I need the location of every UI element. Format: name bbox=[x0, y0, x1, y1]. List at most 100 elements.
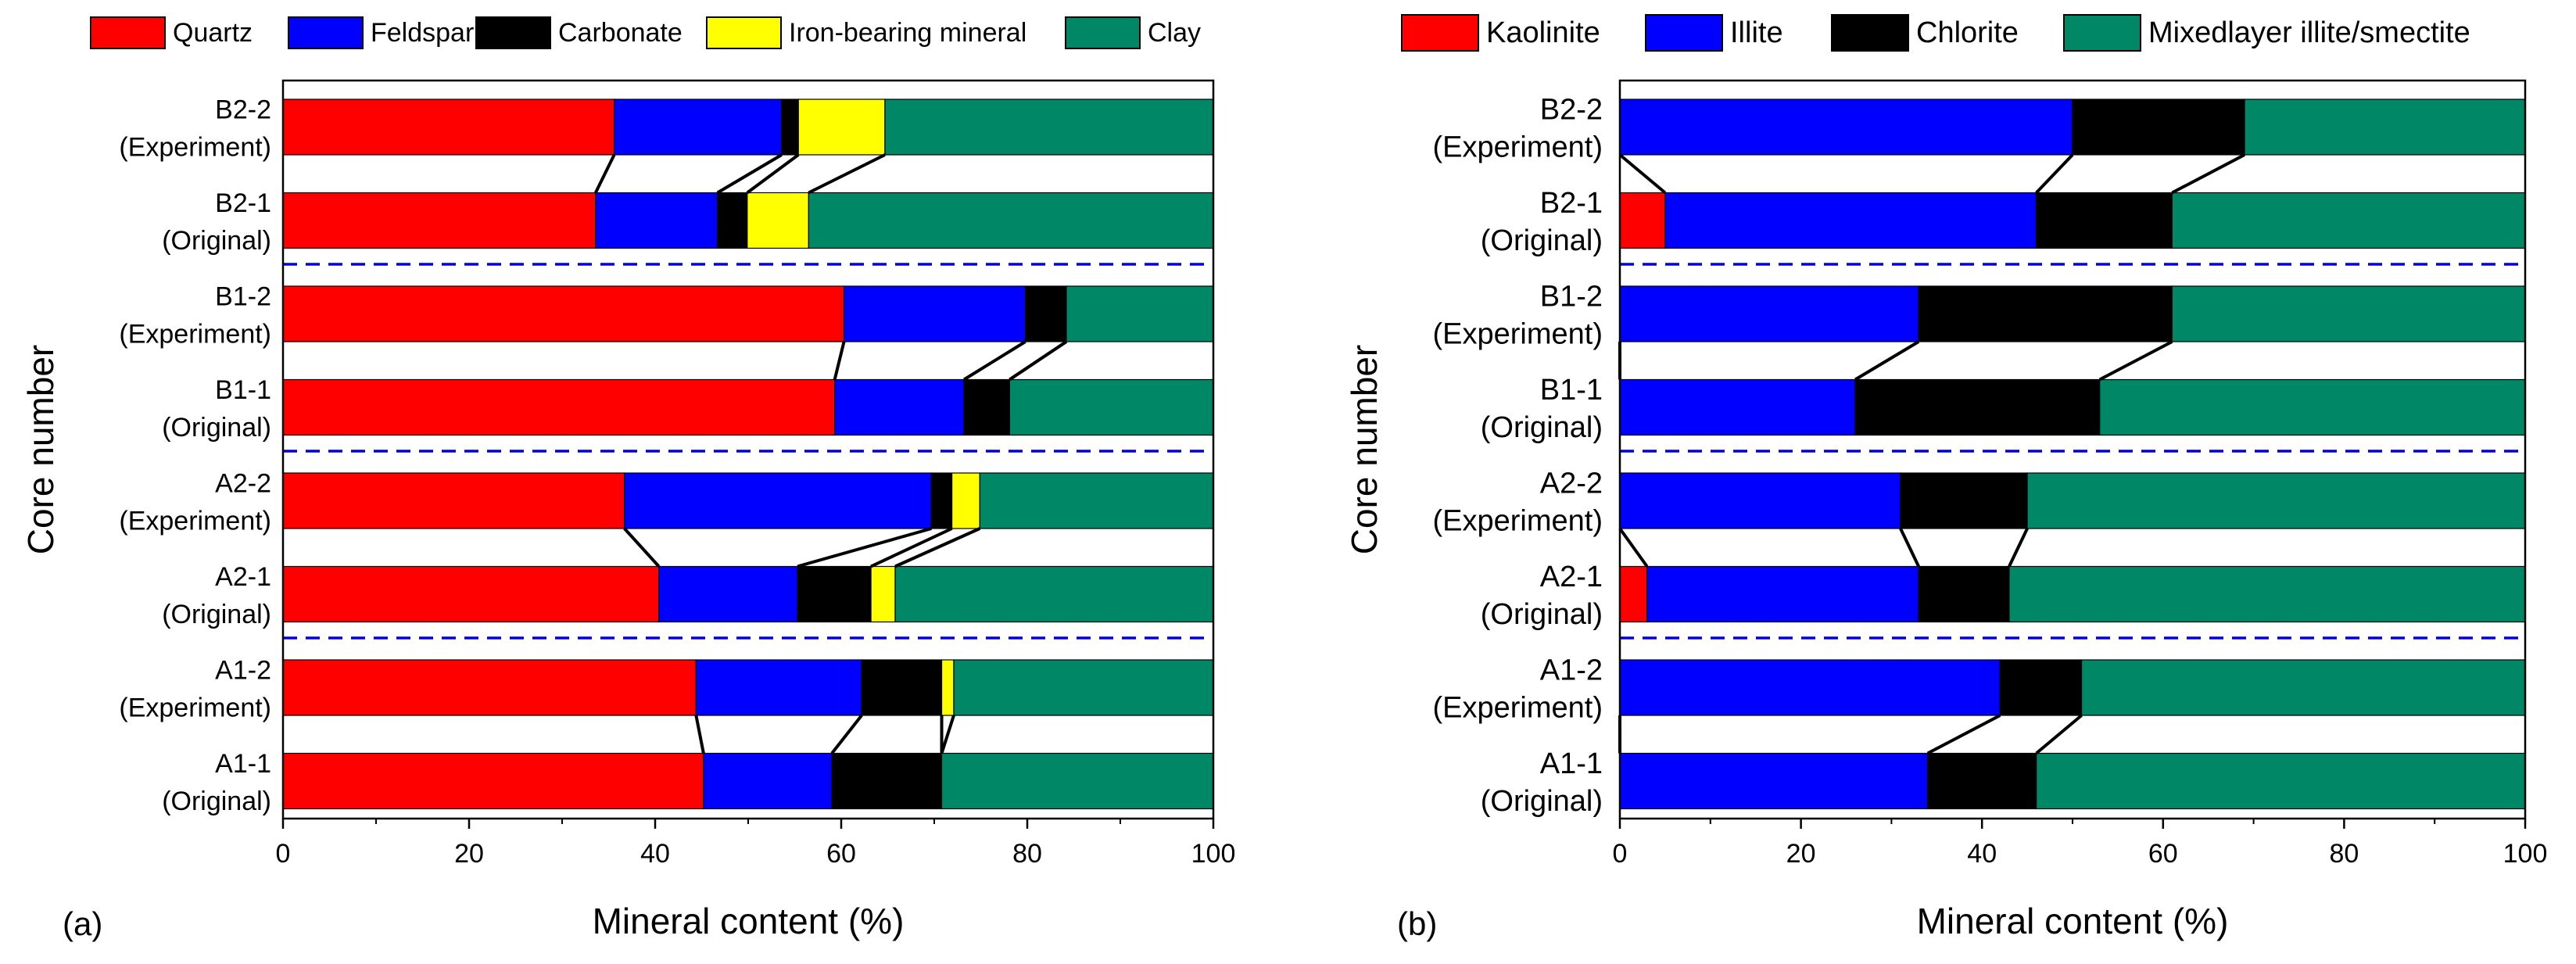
b-y-axis-title: Core number bbox=[1344, 345, 1385, 554]
a-x-tick-label-4: 60 bbox=[826, 839, 856, 869]
a-legend-label-1: Quartz bbox=[173, 18, 253, 48]
a-bar-1-1 bbox=[282, 99, 615, 156]
a-legend: Quartz Feldspar Carbonate Iron-bearing mine… bbox=[90, 16, 1201, 49]
b-y-label-name-2: B2-1 bbox=[1540, 187, 1603, 220]
b-legend-label-1: Kaolinite bbox=[1486, 16, 1600, 49]
a-connector-3-4 bbox=[894, 527, 981, 568]
a-bar-1-2 bbox=[614, 99, 783, 156]
a-legend-swatch-3 bbox=[475, 16, 551, 49]
b-bar-5-4 bbox=[2026, 472, 2526, 529]
b-bar-6-1 bbox=[1619, 565, 1648, 623]
a-connector-2-1 bbox=[833, 341, 846, 380]
b-x-tick-label-4: 60 bbox=[2148, 839, 2178, 869]
b-y-label-name-1: B2-2 bbox=[1540, 94, 1603, 127]
a-bar-8-3 bbox=[831, 752, 943, 810]
b-connector-1-1 bbox=[1618, 153, 1667, 195]
a-y-label-type-6: (Original) bbox=[162, 600, 271, 629]
a-y-label-type-8: (Original) bbox=[162, 787, 271, 816]
b-bar-8-3 bbox=[1927, 752, 2037, 810]
a-bar-6-4 bbox=[870, 565, 896, 623]
a-connector-1-2 bbox=[716, 153, 783, 195]
b-y-label-name-8: A1-1 bbox=[1540, 747, 1603, 780]
a-bar-6-2 bbox=[658, 565, 798, 623]
a-bar-2-5 bbox=[808, 192, 1214, 249]
panel-b-chart: Kaolinite Illite Chlorite Mixedlayer illite… bbox=[1344, 14, 2547, 942]
b-legend-label-2: Illite bbox=[1730, 16, 1783, 49]
a-connector-2-4 bbox=[1009, 340, 1068, 382]
a-bar-4-2 bbox=[834, 378, 965, 436]
b-bar-3-3 bbox=[1918, 285, 2173, 342]
a-x-tick-label-2: 20 bbox=[454, 839, 484, 869]
a-connector-1-1 bbox=[594, 154, 616, 194]
b-y-label-type-4: (Original) bbox=[1481, 411, 1603, 444]
b-connector-3-2 bbox=[1899, 528, 1920, 568]
b-bar-8-4 bbox=[2036, 752, 2526, 810]
a-y-axis-title: Core number bbox=[20, 345, 61, 554]
b-legend-swatch-2 bbox=[1645, 14, 1723, 52]
b-y-label-type-7: (Experiment) bbox=[1433, 692, 1603, 725]
b-bar-6-2 bbox=[1646, 565, 1919, 623]
a-y-label-name-2: B2-1 bbox=[215, 188, 271, 218]
a-y-label-type-5: (Experiment) bbox=[119, 507, 271, 536]
a-bar-6-5 bbox=[894, 565, 1214, 623]
b-y-label-name-3: B1-2 bbox=[1540, 281, 1603, 314]
a-x-tick-label-6: 100 bbox=[1191, 839, 1236, 869]
a-bar-8-2 bbox=[703, 752, 833, 810]
a-y-label-name-3: B1-2 bbox=[215, 282, 271, 312]
a-bar-3-1 bbox=[282, 285, 845, 342]
b-bar-5-3 bbox=[1900, 472, 2028, 529]
b-x-axis-title: Mineral content (%) bbox=[1917, 901, 2229, 941]
a-y-label-name-8: A1-1 bbox=[215, 749, 271, 779]
a-bar-7-1 bbox=[282, 659, 697, 716]
b-legend-swatch-1 bbox=[1401, 14, 1479, 52]
b-connector-4-3 bbox=[2035, 714, 2083, 755]
b-legend: Kaolinite Illite Chlorite Mixedlayer illite… bbox=[1401, 14, 2470, 52]
b-y-label-name-5: A2-2 bbox=[1540, 468, 1603, 500]
a-bar-5-4 bbox=[951, 472, 980, 529]
a-legend-swatch-2 bbox=[288, 16, 364, 49]
b-connector-3-1 bbox=[1618, 527, 1649, 568]
b-y-label-name-7: A1-2 bbox=[1540, 654, 1603, 687]
b-legend-swatch-3 bbox=[1831, 14, 1909, 52]
b-x-tick-label-5: 80 bbox=[2329, 839, 2359, 869]
a-bar-3-5 bbox=[1066, 285, 1214, 342]
b-bar-6-4 bbox=[2008, 565, 2526, 623]
b-connector-3-3 bbox=[2008, 528, 2029, 568]
a-bar-5-5 bbox=[979, 472, 1214, 529]
a-bar-7-2 bbox=[695, 659, 862, 716]
a-bar-6-1 bbox=[282, 565, 660, 623]
a-legend-label-5: Clay bbox=[1148, 18, 1201, 48]
a-connector-4-1 bbox=[694, 715, 705, 754]
a-bar-4-5 bbox=[1009, 378, 1214, 436]
b-y-label-name-6: A2-1 bbox=[1540, 561, 1603, 593]
a-y-label-type-7: (Experiment) bbox=[119, 693, 271, 723]
a-bar-5-1 bbox=[282, 472, 625, 529]
b-x-tick-label-1: 0 bbox=[1613, 839, 1628, 869]
b-connector-1-2 bbox=[2035, 153, 2074, 194]
a-bar-6-3 bbox=[797, 565, 872, 623]
a-x-axis: 0 20 40 60 80 100 bbox=[276, 819, 1236, 869]
a-x-tick-label-5: 80 bbox=[1012, 839, 1042, 869]
b-connector-4-2 bbox=[1926, 714, 2001, 755]
b-bar-5-2 bbox=[1619, 472, 1901, 529]
a-y-label-type-3: (Experiment) bbox=[119, 320, 271, 349]
b-bar-1-3 bbox=[2072, 99, 2245, 156]
b-y-label-type-5: (Experiment) bbox=[1433, 505, 1603, 538]
a-connector-4-2 bbox=[830, 714, 863, 754]
b-y-label-type-6: (Original) bbox=[1481, 598, 1603, 631]
a-y-label-name-7: A1-2 bbox=[215, 656, 271, 686]
b-connector-1-3 bbox=[2171, 153, 2245, 195]
b-bar-2-2 bbox=[1664, 192, 2037, 249]
b-bar-2-3 bbox=[2036, 192, 2173, 249]
b-bar-8-2 bbox=[1619, 752, 1929, 810]
a-y-label-name-6: A2-1 bbox=[215, 562, 271, 592]
b-y-label-name-4: B1-1 bbox=[1540, 374, 1603, 407]
b-bar-2-4 bbox=[2171, 192, 2526, 249]
a-bar-8-5 bbox=[940, 752, 1214, 810]
a-legend-swatch-4 bbox=[706, 16, 782, 49]
a-bars bbox=[282, 99, 1214, 810]
b-bars bbox=[1619, 99, 2526, 810]
b-bar-6-3 bbox=[1918, 565, 2010, 623]
a-bar-5-2 bbox=[624, 472, 933, 529]
a-connector-2-2 bbox=[963, 340, 1026, 382]
